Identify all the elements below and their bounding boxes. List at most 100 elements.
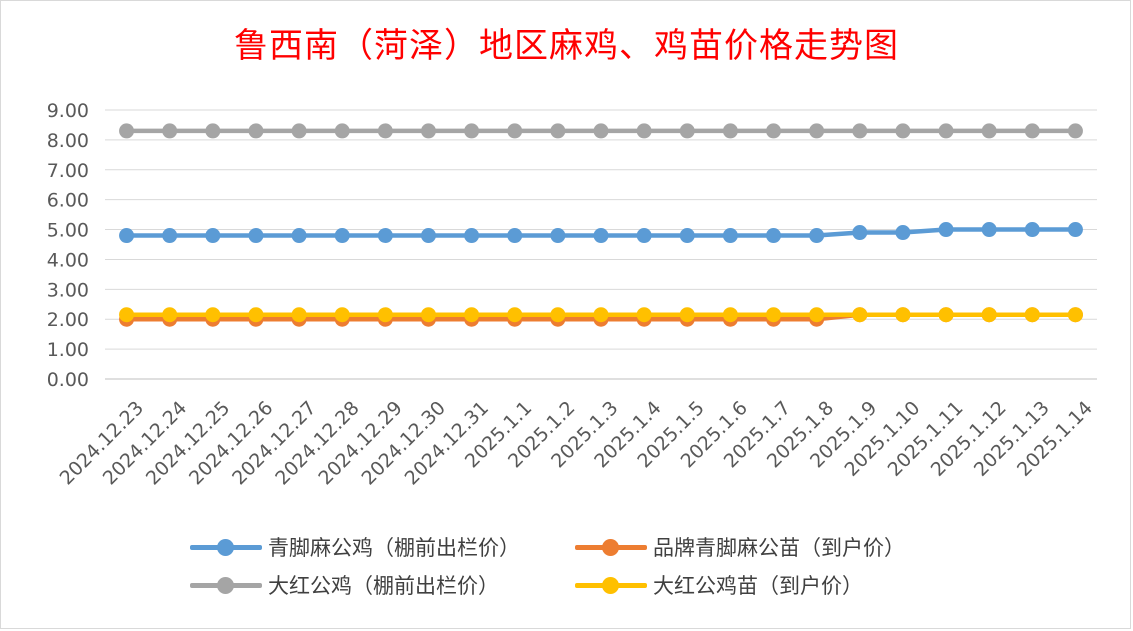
data-point[interactable] xyxy=(119,123,135,139)
data-point[interactable] xyxy=(550,228,566,244)
data-point[interactable] xyxy=(852,123,868,139)
data-point[interactable] xyxy=(550,123,566,139)
data-point[interactable] xyxy=(636,123,652,139)
data-point[interactable] xyxy=(162,228,178,244)
data-point[interactable] xyxy=(291,123,307,139)
data-point[interactable] xyxy=(1024,307,1040,323)
legend-item-series-1[interactable]: 青脚麻公鸡（棚前出栏价） xyxy=(190,530,520,564)
y-tick-label: 9.00 xyxy=(47,100,89,122)
data-point[interactable] xyxy=(377,228,393,244)
data-point[interactable] xyxy=(981,222,997,238)
data-point[interactable] xyxy=(334,228,350,244)
data-point[interactable] xyxy=(162,123,178,139)
data-point[interactable] xyxy=(420,123,436,139)
data-point[interactable] xyxy=(809,228,825,244)
y-tick-label: 1.00 xyxy=(47,339,89,361)
data-point[interactable] xyxy=(1024,222,1040,238)
data-point[interactable] xyxy=(377,307,393,323)
data-point[interactable] xyxy=(205,123,221,139)
data-point[interactable] xyxy=(593,123,609,139)
data-point[interactable] xyxy=(809,123,825,139)
y-tick-label: 3.00 xyxy=(47,279,89,301)
legend-label: 大红公鸡苗（到户价） xyxy=(653,574,863,598)
data-point[interactable] xyxy=(636,228,652,244)
data-point[interactable] xyxy=(248,123,264,139)
data-point[interactable] xyxy=(1067,307,1083,323)
data-point[interactable] xyxy=(722,307,738,323)
chart-title: 鲁西南（菏泽）地区麻鸡、鸡苗价格走势图 xyxy=(234,26,899,66)
y-tick-label: 7.00 xyxy=(47,160,89,182)
data-point[interactable] xyxy=(334,123,350,139)
data-point[interactable] xyxy=(420,228,436,244)
data-point[interactable] xyxy=(895,225,911,241)
data-point[interactable] xyxy=(895,307,911,323)
data-point[interactable] xyxy=(1024,123,1040,139)
legend-label: 品牌青脚麻公苗（到户价） xyxy=(653,536,905,560)
data-point[interactable] xyxy=(464,123,480,139)
data-point[interactable] xyxy=(1067,123,1083,139)
legend-swatch xyxy=(190,575,262,595)
data-point[interactable] xyxy=(593,228,609,244)
data-point[interactable] xyxy=(119,307,135,323)
data-point[interactable] xyxy=(420,307,436,323)
data-point[interactable] xyxy=(593,307,609,323)
legend-item-series-3[interactable]: 大红公鸡（棚前出栏价） xyxy=(190,568,499,602)
data-point[interactable] xyxy=(938,222,954,238)
data-point[interactable] xyxy=(766,123,782,139)
series-3 xyxy=(119,123,1083,139)
legend-swatch xyxy=(190,537,262,557)
data-point[interactable] xyxy=(507,123,523,139)
data-point[interactable] xyxy=(248,307,264,323)
x-axis-ticks: 2024.12.232024.12.242024.12.252024.12.26… xyxy=(56,397,1097,489)
legend-item-series-4[interactable]: 大红公鸡苗（到户价） xyxy=(575,568,863,602)
data-point[interactable] xyxy=(334,307,350,323)
data-point[interactable] xyxy=(377,123,393,139)
data-point[interactable] xyxy=(205,307,221,323)
y-tick-label: 8.00 xyxy=(47,130,89,152)
data-point[interactable] xyxy=(981,123,997,139)
legend-swatch xyxy=(575,537,647,557)
legend: 青脚麻公鸡（棚前出栏价） 品牌青脚麻公苗（到户价） 大红公鸡（棚前出栏价） 大红… xyxy=(0,530,1133,610)
data-point[interactable] xyxy=(464,228,480,244)
data-point[interactable] xyxy=(119,228,135,244)
series-1 xyxy=(119,222,1083,244)
y-tick-label: 0.00 xyxy=(47,369,89,391)
data-point[interactable] xyxy=(679,123,695,139)
data-point[interactable] xyxy=(636,307,652,323)
legend-label: 青脚麻公鸡（棚前出栏价） xyxy=(268,536,520,560)
data-point[interactable] xyxy=(852,225,868,241)
data-point[interactable] xyxy=(248,228,264,244)
data-point[interactable] xyxy=(852,307,868,323)
data-point[interactable] xyxy=(809,307,825,323)
legend-swatch xyxy=(575,575,647,595)
data-point[interactable] xyxy=(1067,222,1083,238)
data-point[interactable] xyxy=(766,307,782,323)
data-point[interactable] xyxy=(895,123,911,139)
legend-label: 大红公鸡（棚前出栏价） xyxy=(268,574,499,598)
data-point[interactable] xyxy=(291,228,307,244)
series-4 xyxy=(119,307,1083,323)
data-point[interactable] xyxy=(679,307,695,323)
data-point[interactable] xyxy=(938,123,954,139)
gridlines xyxy=(105,109,1097,380)
data-point[interactable] xyxy=(722,228,738,244)
data-point[interactable] xyxy=(766,228,782,244)
data-point[interactable] xyxy=(938,307,954,323)
data-point[interactable] xyxy=(291,307,307,323)
legend-item-series-2[interactable]: 品牌青脚麻公苗（到户价） xyxy=(575,530,905,564)
data-point[interactable] xyxy=(507,228,523,244)
y-tick-label: 4.00 xyxy=(47,249,89,271)
data-point[interactable] xyxy=(507,307,523,323)
data-point[interactable] xyxy=(162,307,178,323)
data-point[interactable] xyxy=(205,228,221,244)
series-lines xyxy=(119,123,1083,327)
data-point[interactable] xyxy=(550,307,566,323)
data-point[interactable] xyxy=(722,123,738,139)
y-tick-label: 5.00 xyxy=(47,220,89,242)
data-point[interactable] xyxy=(679,228,695,244)
y-axis-ticks: 0.00 1.00 2.00 3.00 4.00 5.00 6.00 7.00 8.00 9.00 xyxy=(47,100,89,391)
y-tick-label: 6.00 xyxy=(47,190,89,212)
data-point[interactable] xyxy=(981,307,997,323)
data-point[interactable] xyxy=(464,307,480,323)
